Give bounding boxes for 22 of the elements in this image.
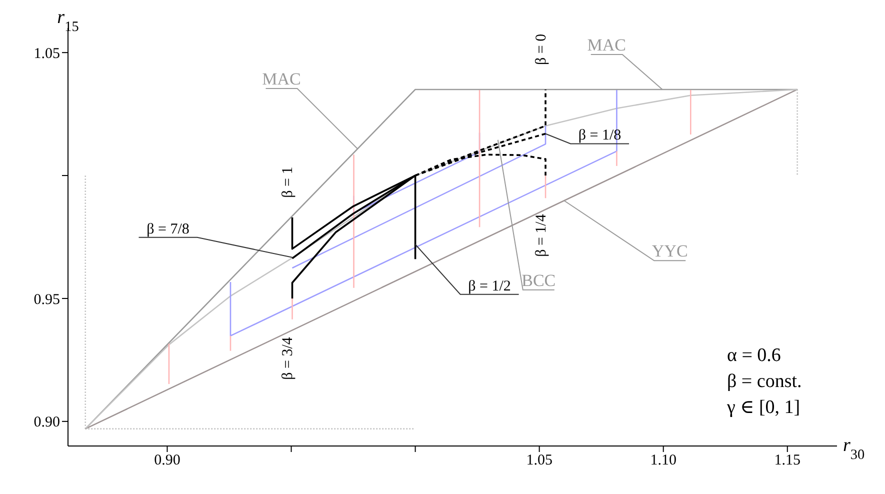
x-tick-label: 1.05 xyxy=(526,452,552,469)
annotation: MAC xyxy=(262,69,301,88)
annotation: YYC xyxy=(652,242,688,261)
annotation: β = 1/4 xyxy=(534,214,550,257)
y-tick-label: 1.05 xyxy=(34,46,60,62)
y-tick-label: 0.95 xyxy=(34,292,60,308)
annotation: γ ∈ [0, 1] xyxy=(726,397,800,418)
annotation: α = 0.6 xyxy=(727,345,781,366)
x-axis-title: r$_{30}$ xyxy=(843,435,865,463)
annotation: β = 1 xyxy=(280,166,296,198)
annotation: β = 1/2 xyxy=(468,278,511,294)
annotation: β = const. xyxy=(727,371,802,392)
x-tick-label: 0.90 xyxy=(154,452,180,469)
x-tick-label: 1.10 xyxy=(650,452,676,469)
annotation: β = 7/8 xyxy=(146,221,190,238)
annotation: β = 3/4 xyxy=(280,336,296,380)
annotation: β = 0 xyxy=(534,34,550,66)
annotation: β = 1/8 xyxy=(578,128,622,144)
annotation: MAC xyxy=(587,35,626,54)
y-tick-label: 0.90 xyxy=(34,414,60,431)
annotation: BCC xyxy=(522,270,556,290)
x-tick-label: 1.15 xyxy=(774,452,801,469)
